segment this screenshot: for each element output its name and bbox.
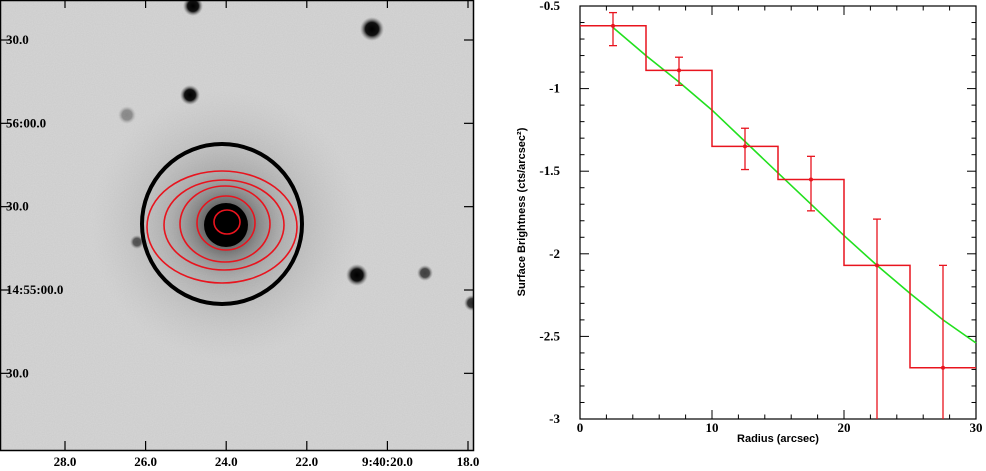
surface-brightness-profile: 0 10 20 30 -0.5 -1 -1.5 -2 -2.5 -3 Radius (arcse… [516, 0, 983, 445]
point-source [417, 265, 433, 281]
y-tick-label: -3 [549, 411, 560, 426]
point-source [183, 0, 203, 16]
data-point [611, 23, 615, 28]
data-point [875, 263, 879, 268]
ra-tick-label: 26.0 [134, 454, 157, 469]
contour-group [146, 170, 298, 284]
contour [163, 179, 285, 271]
ra-tick-label: 9:40:20.0 [362, 454, 413, 469]
data-point [941, 365, 945, 370]
y-tick-labels: -0.5 -1 -1.5 -2 -2.5 -3 [539, 0, 560, 426]
contour [146, 170, 298, 284]
ra-tick-label: 24.0 [215, 454, 238, 469]
y-tick-label: -2 [549, 246, 560, 261]
point-source [464, 295, 474, 311]
data-histogram [580, 11, 976, 419]
point-source [346, 264, 368, 286]
model-curve-line [612, 26, 977, 344]
x-tick-label: 0 [577, 420, 584, 435]
x-tick-label: 20 [838, 420, 851, 435]
point-source [360, 17, 384, 41]
y-tick-label: -0.5 [539, 0, 560, 13]
x-tick-label: 30 [970, 420, 983, 435]
y-axis-title: Surface Brightness (cts/arcsec²) [516, 127, 528, 296]
ra-tick-label: 22.0 [295, 454, 318, 469]
y-tick-label: -1 [549, 81, 560, 96]
data-point [809, 177, 813, 182]
image-labels: 28.0 26.0 24.0 22.0 9:40:20.0 18.0 30.0 56:00.0… [6, 32, 479, 469]
xray-image-panel: 28.0 26.0 24.0 22.0 9:40:20.0 18.0 30.0 56:00.0… [0, 0, 479, 469]
contour [196, 195, 256, 251]
dec-tick-label: 14:55:00.0 [6, 282, 63, 297]
dec-tick-label: 30.0 [6, 365, 29, 380]
contour [179, 185, 271, 263]
image-frame [0, 0, 475, 452]
ra-tick-label: 18.0 [457, 454, 480, 469]
plot-frame [579, 5, 977, 420]
dec-tick-label: 30.0 [6, 32, 29, 47]
image-ticks [0, 0, 474, 451]
y-tick-label: -2.5 [539, 328, 560, 343]
data-point [743, 144, 747, 149]
y-tick-label: -1.5 [539, 163, 560, 178]
x-tick-label: 10 [706, 420, 719, 435]
extraction-aperture [140, 142, 304, 306]
ra-tick-label: 28.0 [54, 454, 77, 469]
dec-tick-label: 30.0 [6, 199, 29, 214]
axis-ticks [579, 5, 977, 420]
contour [213, 209, 241, 235]
data-point [677, 68, 681, 73]
point-source [118, 106, 136, 124]
step-histogram-line [580, 25, 976, 369]
dec-tick-label: 56:00.0 [6, 115, 46, 130]
x-tick-labels: 0 10 20 30 [577, 420, 983, 435]
point-source [130, 235, 144, 249]
point-source [180, 85, 200, 105]
model-curve [612, 26, 977, 344]
x-axis-title: Radius (arcsec) [737, 433, 819, 445]
